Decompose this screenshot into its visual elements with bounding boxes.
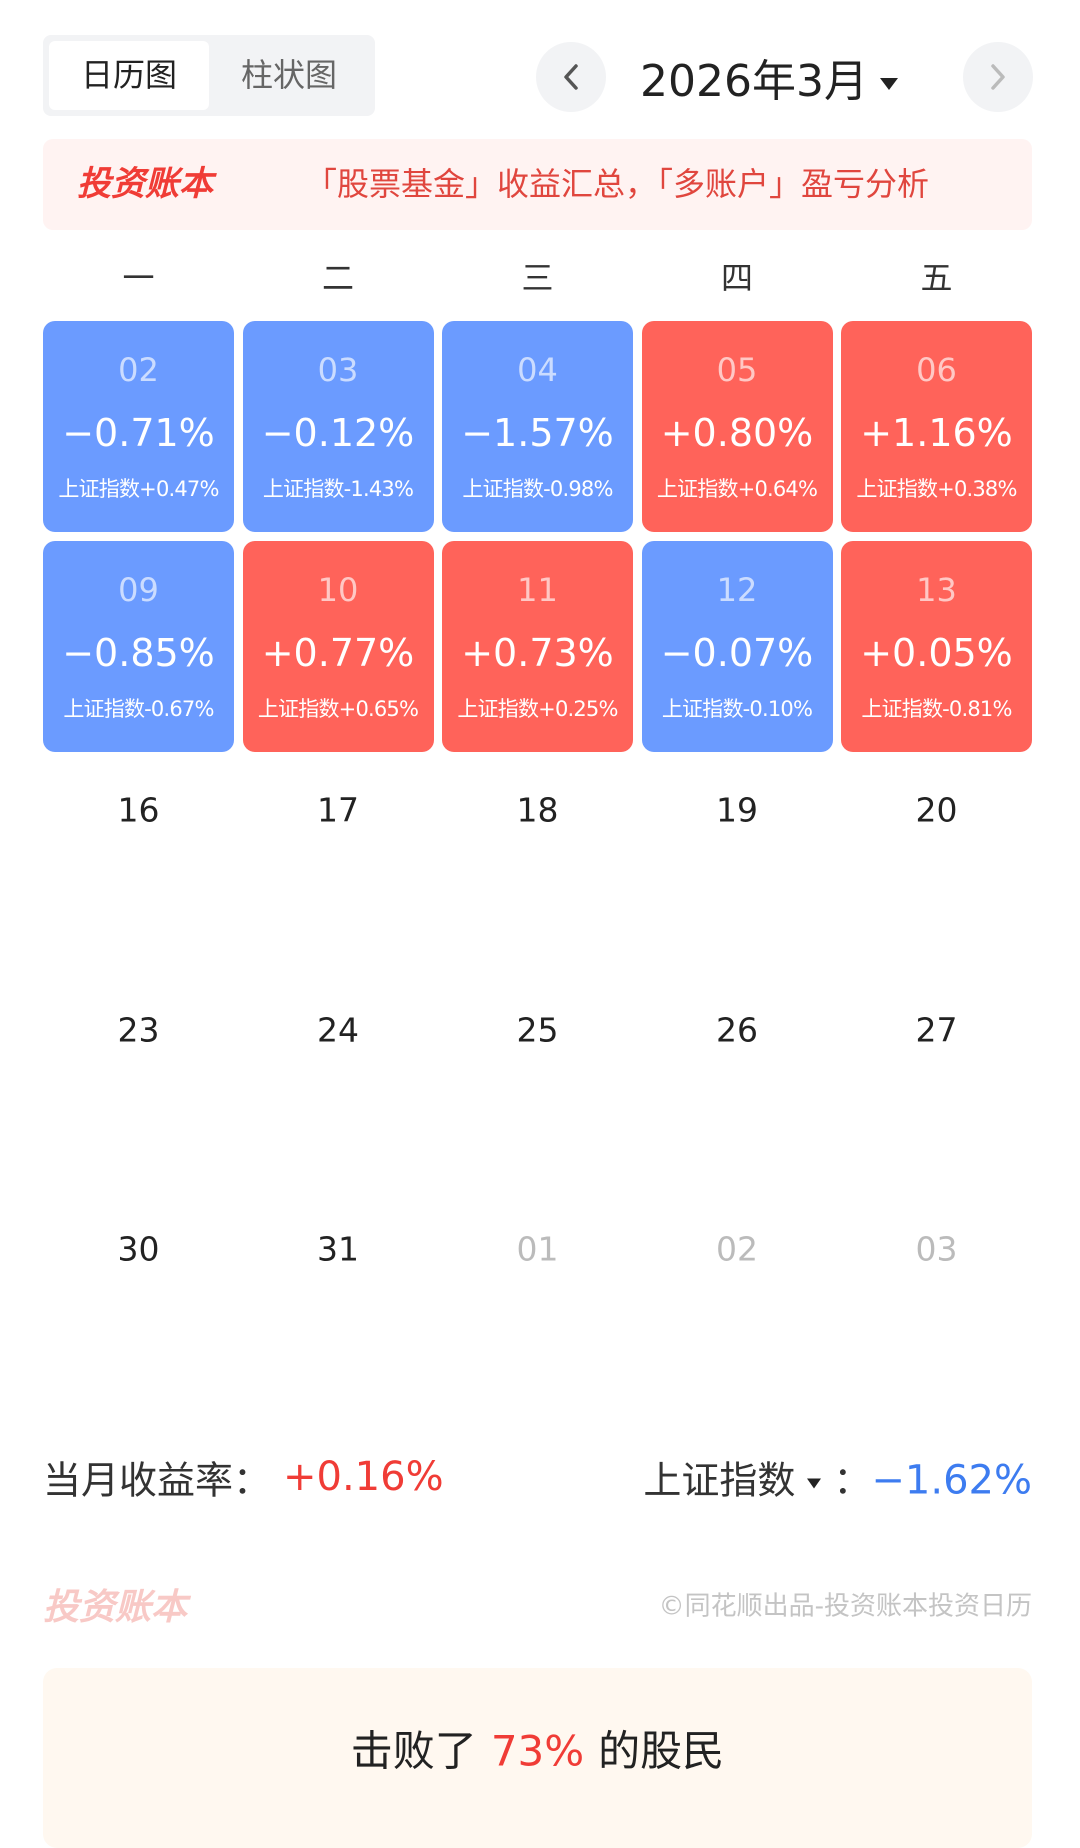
- index-return: 上证指数+0.47%: [58, 477, 219, 501]
- month-return-value: +0.16%: [283, 1454, 444, 1500]
- day-number: 13: [916, 571, 957, 609]
- index-return: 上证指数-0.98%: [462, 477, 613, 501]
- day-cell[interactable]: 02 −0.71% 上证指数+0.47%: [43, 321, 234, 532]
- day-number[interactable]: 25: [516, 1010, 559, 1050]
- day-cell[interactable]: 10 +0.77% 上证指数+0.65%: [242, 541, 434, 752]
- day-number: 09: [118, 571, 159, 609]
- index-label: 上证指数: [643, 1458, 796, 1503]
- day-number: 10: [317, 571, 359, 609]
- index-value: −1.62%: [871, 1457, 1032, 1504]
- month-picker[interactable]: 2026年3月: [640, 45, 908, 109]
- day-number[interactable]: 01: [516, 1229, 559, 1269]
- day-cell[interactable]: 09 −0.85% 上证指数-0.67%: [43, 541, 234, 752]
- day-number: 04: [517, 351, 558, 389]
- day-cell[interactable]: 05 +0.80% 上证指数+0.64%: [641, 321, 833, 532]
- weekday-label: 一: [122, 259, 155, 297]
- promo-banner[interactable]: 投资账本 「股票基金」收益汇总，「多账户」盈亏分析: [43, 139, 1032, 230]
- month-return-label: 当月收益率：: [43, 1458, 272, 1503]
- day-cell[interactable]: 03 −0.12% 上证指数-1.43%: [242, 321, 434, 532]
- index-return: 上证指数-1.43%: [262, 477, 414, 501]
- day-number: 11: [517, 571, 558, 609]
- day-number[interactable]: 24: [317, 1010, 359, 1050]
- day-number: 06: [916, 351, 957, 389]
- month-label: 2026年3月: [640, 56, 868, 107]
- weekday-label: 二: [321, 259, 355, 297]
- rank-value: 73%: [490, 1726, 585, 1776]
- footer-brand: 投资账本: [43, 1587, 188, 1628]
- day-number: 05: [716, 351, 758, 389]
- day-return: +0.05%: [860, 631, 1013, 675]
- tab-bar[interactable]: 柱状图: [240, 56, 337, 94]
- day-number[interactable]: 16: [117, 790, 160, 830]
- index-return: 上证指数-0.67%: [63, 697, 214, 721]
- day-number[interactable]: 30: [117, 1229, 160, 1269]
- day-return: −0.71%: [62, 411, 215, 455]
- day-return: −0.07%: [660, 631, 814, 675]
- day-return: +0.80%: [660, 411, 814, 455]
- day-number[interactable]: 02: [716, 1229, 758, 1269]
- rank-prefix: 击败了: [350, 1726, 477, 1776]
- day-number[interactable]: 27: [915, 1010, 958, 1050]
- index-return: 上证指数+0.64%: [656, 477, 818, 501]
- day-cell[interactable]: 06 +1.16% 上证指数+0.38%: [841, 321, 1032, 532]
- index-return: 上证指数+0.65%: [257, 697, 419, 721]
- day-return: −0.85%: [62, 631, 215, 675]
- day-number: 12: [716, 571, 758, 609]
- day-number[interactable]: 19: [716, 790, 758, 830]
- prev-month[interactable]: [536, 42, 606, 112]
- banner-text: 「股票基金」收益汇总，「多账户」盈亏分析: [305, 165, 930, 203]
- day-return: −1.57%: [461, 411, 614, 455]
- index-summary[interactable]: 上证指数 ：−1.62%: [643, 1450, 1032, 1505]
- day-number[interactable]: 31: [317, 1229, 359, 1269]
- banner-brand: 投资账本: [77, 164, 213, 204]
- day-cell[interactable]: 12 −0.07% 上证指数-0.10%: [641, 541, 833, 752]
- chevron-left: [564, 64, 578, 90]
- chevron-right: [991, 64, 1005, 90]
- day-number[interactable]: 23: [117, 1010, 160, 1050]
- index-separator: ：: [833, 1458, 872, 1503]
- day-number[interactable]: 03: [915, 1229, 958, 1269]
- day-number[interactable]: 18: [516, 790, 559, 830]
- day-return: +1.16%: [860, 411, 1013, 455]
- day-number[interactable]: 20: [915, 790, 958, 830]
- day-number[interactable]: 17: [317, 790, 359, 830]
- weekday-label: 四: [720, 259, 754, 297]
- next-month[interactable]: [963, 42, 1033, 112]
- day-return: −0.12%: [261, 411, 415, 455]
- weekday-label: 三: [521, 259, 554, 297]
- tab-calendar[interactable]: 日历图: [49, 41, 209, 110]
- index-return: 上证指数+0.38%: [856, 477, 1017, 501]
- index-return: 上证指数-0.81%: [861, 697, 1012, 721]
- day-cell[interactable]: 13 +0.05% 上证指数-0.81%: [841, 541, 1032, 752]
- day-return: +0.77%: [261, 631, 415, 675]
- view-tabs: 日历图 柱状图: [43, 35, 375, 116]
- day-number: 03: [317, 351, 359, 389]
- index-return: 上证指数+0.25%: [457, 697, 618, 721]
- day-number[interactable]: 26: [716, 1010, 758, 1050]
- index-return: 上证指数-0.10%: [661, 697, 813, 721]
- rank-card: 击败了 73% 的股民: [43, 1668, 1032, 1848]
- weekday-label: 五: [920, 259, 953, 297]
- rank-suffix: 的股民: [598, 1726, 725, 1776]
- day-cell[interactable]: 11 +0.73% 上证指数+0.25%: [442, 541, 633, 752]
- dropdown-arrow: [879, 78, 898, 90]
- dropdown-arrow: [807, 1478, 822, 1489]
- day-number: 02: [118, 351, 159, 389]
- rank-text: 击败了 73% 的股民: [43, 1718, 1032, 1779]
- day-return: +0.73%: [461, 631, 614, 675]
- footer-credit: ©同花顺出品-投资账本投资日历: [658, 1591, 1032, 1622]
- day-cell[interactable]: 04 −1.57% 上证指数-0.98%: [442, 321, 633, 532]
